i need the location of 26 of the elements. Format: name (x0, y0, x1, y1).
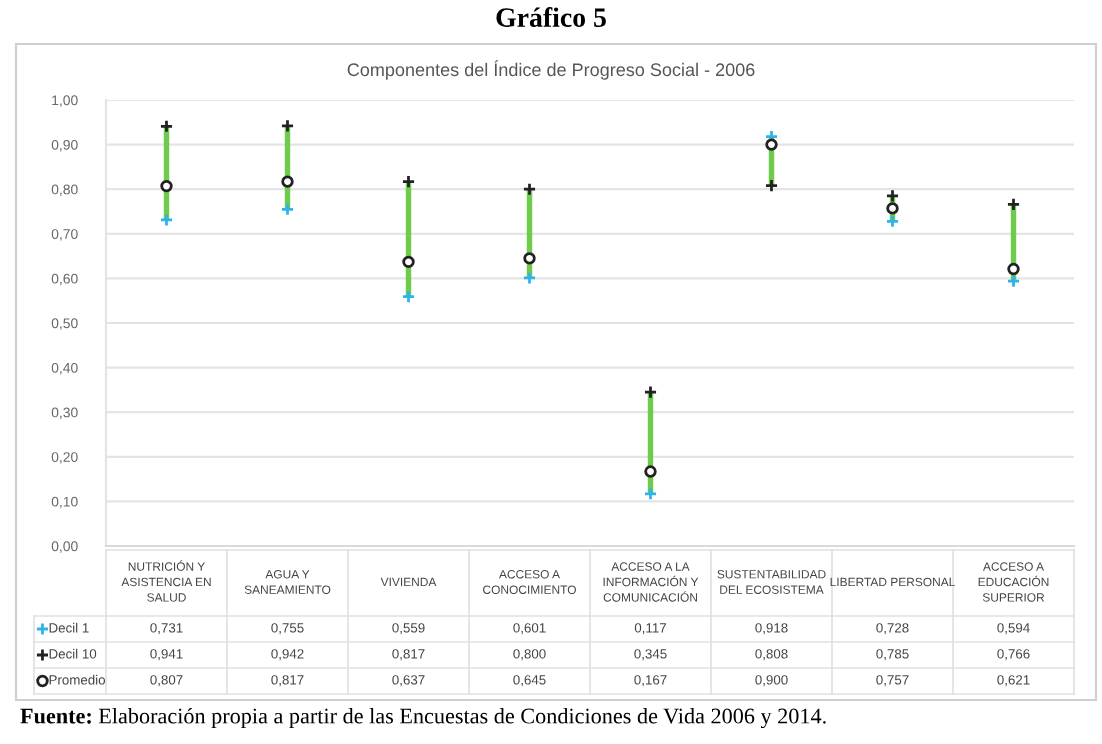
point (402, 255, 415, 269)
point (401, 174, 416, 189)
point (644, 465, 657, 478)
point (280, 202, 295, 217)
point (159, 213, 174, 227)
point (401, 289, 416, 304)
point (885, 188, 900, 203)
source-note: Fuente: Elaboración propia a partir de las Encuestas de Condiciones de Vida 2006 y 2014. (20, 707, 826, 729)
point (764, 178, 779, 193)
point (159, 119, 174, 134)
point (886, 202, 899, 215)
point (281, 175, 294, 188)
point (160, 179, 173, 193)
point (1007, 262, 1020, 276)
point (1006, 274, 1021, 289)
chart-subtitle: Componentes del Índice de Progreso Social - 2006 (347, 60, 755, 80)
point (643, 486, 658, 501)
point (280, 118, 295, 133)
chart-title: Gráfico 5 (496, 7, 606, 27)
point (522, 271, 537, 285)
point (643, 385, 658, 400)
point (1006, 197, 1021, 212)
point (885, 214, 900, 229)
point (522, 182, 537, 197)
point (523, 252, 536, 265)
point (765, 138, 778, 151)
